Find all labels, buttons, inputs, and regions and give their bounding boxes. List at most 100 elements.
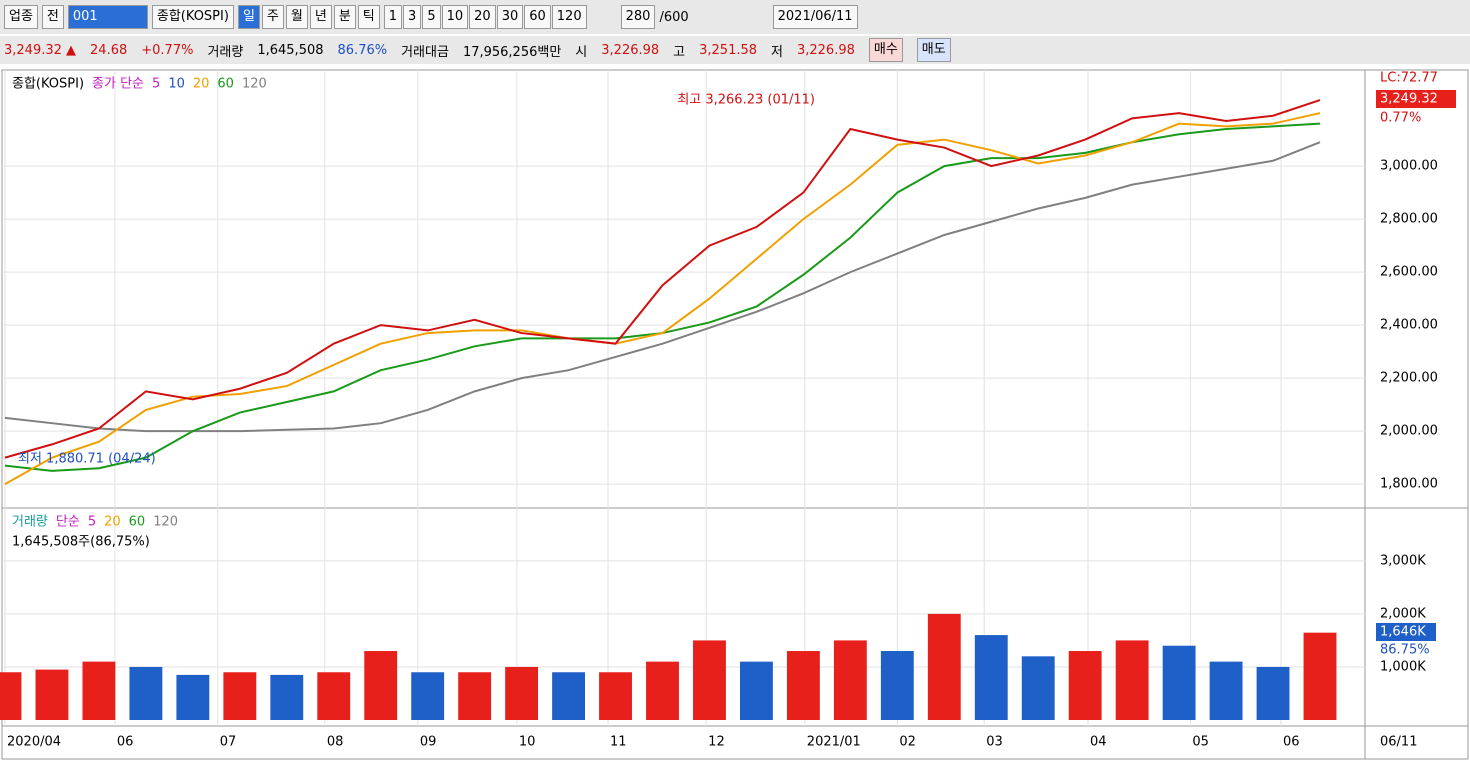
legend-entry: 60: [129, 515, 146, 530]
legend-entry: 단순: [56, 515, 80, 530]
volume-label: 거래량: [207, 44, 244, 60]
x-tick-label: 06: [117, 735, 134, 750]
volume-bar: [129, 666, 163, 720]
lc-label: LC:72.77: [1380, 71, 1438, 86]
frame: [1, 69, 1469, 760]
volume-bar: [1115, 640, 1149, 720]
volume-pct: 86.75%: [1380, 643, 1430, 658]
volume-bar: [82, 661, 116, 720]
legend-entry: 10: [168, 77, 185, 92]
code[interactable]: 001: [67, 5, 148, 29]
interval-button[interactable]: 10: [441, 5, 469, 29]
period-button[interactable]: 월: [285, 5, 308, 29]
period-button[interactable]: 주: [261, 5, 284, 29]
interval-button[interactable]: 3: [403, 5, 422, 29]
legend-entry: 종합(KOSPI): [12, 77, 84, 92]
legend-entry: 5: [152, 77, 160, 92]
volume-bar: [1162, 645, 1196, 720]
y-tick-label: 1,000K: [1380, 659, 1426, 674]
last-date: 06/11: [1380, 735, 1417, 750]
x-tick-label: 08: [327, 735, 344, 750]
last-volume: 1,646K: [1380, 625, 1426, 640]
volume-bar: [505, 666, 539, 720]
legend-entry: 60: [217, 77, 234, 92]
legend-entry: 120: [242, 77, 267, 92]
volume-bar: [1021, 656, 1055, 720]
low: 3,226.98: [796, 42, 855, 58]
volume-bar: [411, 672, 445, 720]
open: 3,226.98: [601, 42, 660, 58]
volume-bar: [458, 672, 492, 720]
y-tick-label: 1,800.00: [1380, 477, 1438, 492]
volume-pct: 86.76%: [337, 42, 388, 58]
legend-entry: 20: [193, 77, 210, 92]
volume-bar: [880, 651, 914, 720]
volume-bar: [739, 661, 773, 720]
change-pct: +0.77%: [141, 42, 194, 58]
date[interactable]: 2021/06/11: [772, 5, 858, 29]
volume-bar: [693, 640, 726, 720]
price-line: [4, 112, 1321, 486]
interval-button[interactable]: 30: [496, 5, 524, 29]
x-tick-label: 11: [610, 735, 627, 750]
volume-bar: [1209, 661, 1243, 720]
volume-bar: [270, 674, 304, 720]
prev[interactable]: 전: [41, 5, 64, 29]
legend-entry: 종가 단순: [92, 77, 144, 92]
y-tick-label: 3,000K: [1380, 553, 1426, 568]
buy[interactable]: 매수: [868, 38, 903, 62]
amount: 17,956,256백만: [462, 44, 562, 60]
max: /600: [659, 9, 689, 25]
volume-bar: [833, 640, 867, 720]
amount-label: 거래대금: [401, 44, 449, 60]
volume-bar: [1303, 632, 1337, 720]
last-price-box: [1376, 90, 1456, 108]
volume-bar: [974, 635, 1008, 720]
volume: 1,645,508: [257, 42, 324, 58]
volume-bar: [223, 672, 257, 720]
market[interactable]: 업종: [4, 5, 38, 29]
price-line: [4, 141, 1321, 433]
volume-bar: [176, 674, 210, 720]
interval-button[interactable]: 5: [422, 5, 441, 29]
annotation-low: 최저 1,880.71 (04/24): [18, 452, 156, 467]
period-button[interactable]: 틱: [357, 5, 380, 29]
y-tick-label: 2,000.00: [1380, 424, 1438, 439]
sell[interactable]: 매도: [916, 38, 951, 62]
volume-bar: [317, 672, 351, 720]
y-tick-label: 2,600.00: [1380, 265, 1438, 280]
y-tick-label: 2,200.00: [1380, 371, 1438, 386]
volume-bar: [0, 672, 22, 720]
period-button[interactable]: 분: [333, 5, 356, 29]
interval-button[interactable]: 1: [383, 5, 403, 29]
volume-bar: [1068, 651, 1102, 720]
volume-bar: [552, 672, 586, 720]
name[interactable]: 종합(KOSPI): [151, 5, 234, 29]
x-tick-label: 09: [420, 735, 437, 750]
intervals: 1 3 5 10 20 30 60 120: [383, 5, 587, 29]
x-tick-label: 04: [1090, 735, 1107, 750]
legend-entry: 5: [88, 515, 96, 530]
x-tick-label: 12: [708, 735, 725, 750]
legend-entry: 120: [153, 515, 178, 530]
annotation-high: 최고 3,266.23 (01/11): [677, 93, 815, 108]
x-tick-label: 10: [519, 735, 536, 750]
interval-button[interactable]: 20: [469, 5, 496, 29]
period-button[interactable]: 년: [309, 5, 332, 29]
volume-bar: [646, 661, 679, 720]
x-tick-label: 05: [1192, 735, 1209, 750]
y-tick-label: 2,400.00: [1380, 318, 1438, 333]
x-tick-label: 07: [220, 735, 237, 750]
open-label: 시: [575, 44, 588, 60]
high: 3,251.58: [699, 42, 758, 58]
period-button[interactable]: 일: [237, 5, 260, 29]
count[interactable]: 280: [620, 5, 656, 29]
volume-bar: [1256, 666, 1290, 720]
volume-bar: [599, 672, 632, 720]
interval-button[interactable]: 60: [524, 5, 551, 29]
volume-bar: [927, 613, 961, 720]
y-tick-label: 3,000.00: [1380, 159, 1438, 174]
interval-button[interactable]: 120: [551, 5, 587, 29]
